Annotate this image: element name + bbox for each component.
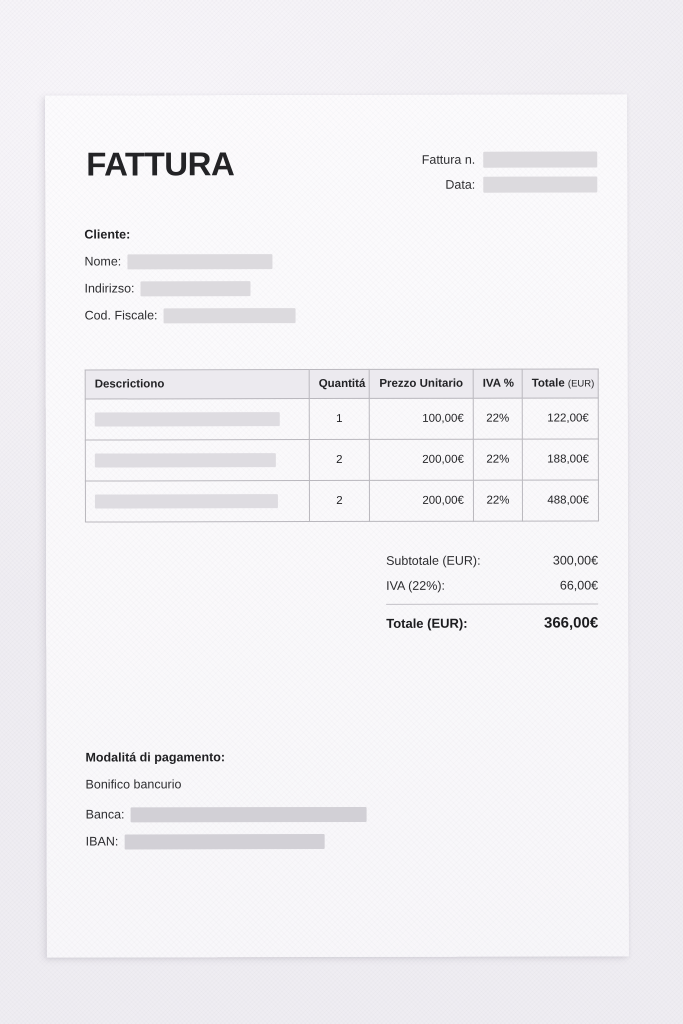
iban-redacted-value bbox=[124, 833, 325, 849]
column-header-unit-price: Prezzo Unitario bbox=[369, 369, 474, 399]
client-address-label: Indirizso: bbox=[84, 281, 135, 296]
payment-block: Modalitá di pagamento: Bonifico bancurio… bbox=[85, 750, 367, 861]
iban-label: IBAN: bbox=[85, 834, 119, 849]
description-redacted-value bbox=[94, 412, 280, 427]
client-name-label: Nome: bbox=[84, 254, 122, 269]
totals-block: Subtotale (EUR): 300,00€ IVA (22%): 66,0… bbox=[386, 553, 598, 631]
client-taxcode-row: Cod. Fiscale: bbox=[85, 307, 296, 323]
cell-total: 122,00€ bbox=[522, 397, 599, 440]
subtotal-row: Subtotale (EUR): 300,00€ bbox=[386, 553, 598, 567]
client-heading: Cliente: bbox=[84, 227, 131, 242]
invoice-date-row: Data: bbox=[307, 176, 598, 193]
invoice-number-row: Fattura n. bbox=[307, 151, 598, 168]
cell-vat: 22% bbox=[473, 398, 523, 440]
bank-row: Banca: bbox=[86, 806, 367, 823]
table-row: 2 200,00€ 22% 188,00€ bbox=[85, 438, 599, 482]
client-name-redacted-value bbox=[127, 253, 273, 269]
client-address-redacted-value bbox=[140, 280, 251, 296]
client-address-row: Indirizso: bbox=[84, 280, 295, 296]
vat-row: IVA (22%): 66,00€ bbox=[386, 578, 598, 592]
payment-method-text: Bonifico bancurio bbox=[85, 777, 182, 792]
iban-row: IBAN: bbox=[86, 833, 367, 850]
cell-unit-price: 200,00€ bbox=[369, 480, 474, 522]
cell-description bbox=[85, 398, 310, 441]
column-header-total: Totale (EUR) bbox=[522, 368, 599, 399]
cell-unit-price: 200,00€ bbox=[369, 439, 474, 481]
vat-value: 66,00€ bbox=[559, 578, 599, 593]
subtotal-value: 300,00€ bbox=[552, 553, 599, 568]
invoice-number-label: Fattura n. bbox=[421, 152, 476, 167]
table-header-row: Descrictiono Quantitá Prezzo Unitario IV… bbox=[85, 368, 599, 400]
column-header-vat: IVA % bbox=[473, 369, 523, 399]
cell-quantity: 2 bbox=[309, 439, 370, 481]
invoice-paper-sheet: FATTURA Fattura n. Data: Cliente: Nome: … bbox=[45, 94, 629, 958]
line-items-table: Descrictiono Quantitá Prezzo Unitario IV… bbox=[85, 368, 599, 523]
cell-quantity: 2 bbox=[309, 480, 370, 522]
cell-total: 188,00€ bbox=[522, 438, 599, 481]
table-row: 2 200,00€ 22% 488,00€ bbox=[85, 479, 599, 523]
cell-description bbox=[85, 439, 310, 482]
invoice-date-label: Data: bbox=[445, 177, 476, 192]
invoice-number-redacted-value bbox=[483, 151, 598, 168]
column-header-total-currency: (EUR) bbox=[567, 378, 595, 390]
cell-unit-price: 100,00€ bbox=[369, 398, 474, 440]
description-redacted-value bbox=[94, 453, 276, 468]
invoice-date-redacted-value bbox=[483, 176, 598, 193]
vat-label: IVA (22%): bbox=[386, 578, 445, 593]
page-title: FATTURA bbox=[86, 145, 235, 183]
cell-quantity: 1 bbox=[309, 398, 370, 440]
column-header-total-text: Totale bbox=[531, 377, 565, 390]
grand-total-label: Totale (EUR): bbox=[386, 615, 468, 631]
client-taxcode-redacted-value bbox=[163, 307, 296, 323]
totals-divider bbox=[386, 603, 599, 605]
bank-label: Banca: bbox=[85, 807, 125, 822]
grand-total-value: 366,00€ bbox=[543, 614, 599, 632]
column-header-quantity: Quantitá bbox=[309, 369, 370, 399]
column-header-description: Descrictiono bbox=[85, 369, 310, 400]
cell-vat: 22% bbox=[473, 480, 523, 522]
cell-total: 488,00€ bbox=[522, 479, 599, 522]
cell-description bbox=[85, 480, 310, 523]
invoice-meta-block: Fattura n. Data: bbox=[307, 151, 598, 202]
bank-redacted-value bbox=[130, 806, 367, 822]
grand-total-row: Totale (EUR): 366,00€ bbox=[386, 614, 598, 631]
client-name-row: Nome: bbox=[84, 253, 295, 269]
cell-vat: 22% bbox=[473, 439, 523, 481]
table-row: 1 100,00€ 22% 122,00€ bbox=[85, 397, 599, 441]
client-taxcode-label: Cod. Fiscale: bbox=[84, 308, 158, 323]
payment-heading: Modalitá di pagamento: bbox=[85, 750, 226, 765]
description-redacted-value bbox=[94, 494, 278, 509]
subtotal-label: Subtotale (EUR): bbox=[386, 553, 481, 568]
client-block: Cliente: Nome: Indirizso: Cod. Fiscale: bbox=[84, 227, 296, 334]
